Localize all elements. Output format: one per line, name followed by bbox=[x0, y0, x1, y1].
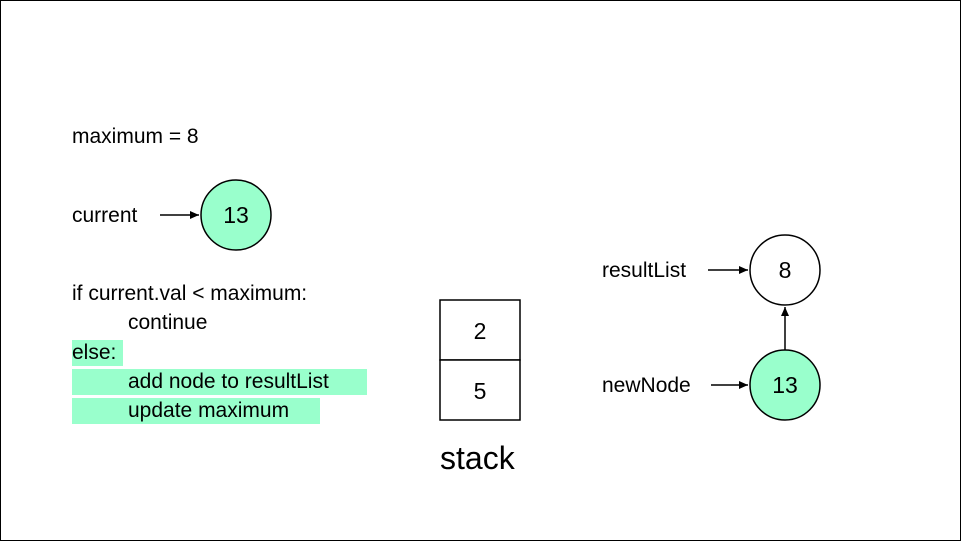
current-label: current bbox=[72, 204, 138, 227]
current-node bbox=[200, 179, 272, 251]
code-line-if: if current.val < maximum: bbox=[72, 282, 308, 305]
stack-top-value: 2 bbox=[474, 318, 487, 344]
highlight-update-max bbox=[72, 398, 320, 424]
code-line-add-node: add node to resultList bbox=[128, 370, 329, 393]
maximum-text: maximum = 8 bbox=[72, 125, 199, 148]
code-line-else: else: bbox=[72, 341, 117, 364]
new-node-value: 13 bbox=[772, 372, 798, 398]
current-node-value: 13 bbox=[223, 202, 249, 228]
result-list-label: resultList bbox=[602, 259, 687, 282]
stack-cell-bottom bbox=[439, 359, 521, 421]
highlight-else bbox=[72, 340, 123, 366]
stack-label: stack bbox=[440, 440, 515, 476]
result-list-node-value: 8 bbox=[779, 257, 792, 283]
stack-bottom-value: 5 bbox=[474, 378, 487, 404]
result-list-node bbox=[749, 234, 821, 306]
new-node-label: newNode bbox=[602, 374, 691, 397]
code-line-continue: continue bbox=[128, 311, 208, 334]
highlight-add-node bbox=[72, 369, 367, 395]
code-line-update-max: update maximum bbox=[128, 399, 290, 422]
stack-cell-top bbox=[439, 299, 521, 361]
